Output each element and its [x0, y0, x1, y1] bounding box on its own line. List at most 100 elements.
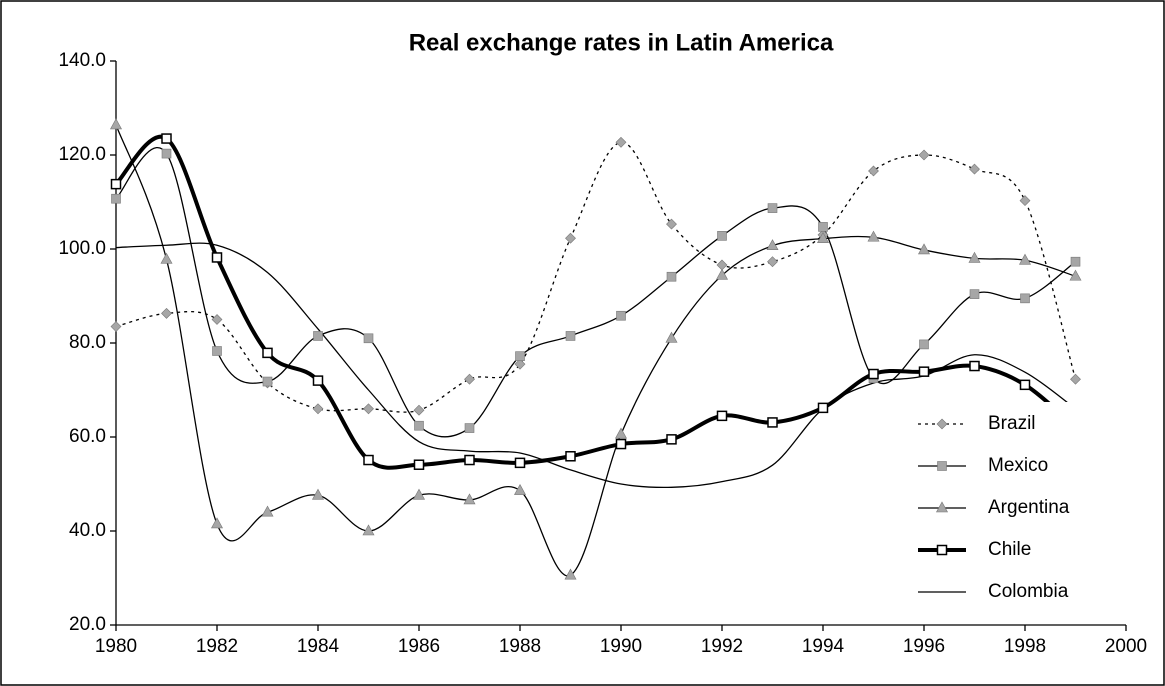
marker: [1070, 373, 1081, 385]
marker: [1070, 256, 1081, 267]
marker: [917, 243, 931, 255]
x-tick-label: 1996: [903, 636, 945, 657]
marker: [868, 165, 879, 177]
series-line: [115, 124, 1076, 577]
marker: [109, 118, 123, 130]
marker: [363, 403, 374, 415]
y-tick-label: 120.0: [58, 144, 106, 165]
marker: [413, 404, 425, 416]
marker: [464, 423, 475, 433]
marker: [412, 488, 426, 500]
marker: [464, 454, 475, 466]
marker: [666, 218, 677, 230]
marker: [210, 517, 224, 529]
marker: [363, 454, 374, 466]
marker: [565, 451, 576, 462]
marker: [665, 331, 678, 343]
marker: [816, 232, 830, 243]
x-tick-label: 1998: [1004, 636, 1046, 657]
marker: [312, 403, 324, 415]
marker: [615, 438, 627, 450]
marker: [514, 457, 526, 469]
marker: [666, 434, 677, 445]
marker: [868, 368, 879, 380]
x-tick-label: 1982: [196, 636, 238, 657]
marker: [936, 418, 948, 430]
marker: [935, 501, 949, 513]
legend-label: Colombia: [988, 581, 1069, 602]
marker: [514, 358, 526, 370]
marker: [715, 268, 729, 280]
marker: [615, 136, 627, 148]
legend: Brazil Mexico Argentina Chile Colombia: [906, 402, 1106, 620]
marker: [161, 148, 172, 159]
legend-label: Brazil: [988, 413, 1036, 434]
x-tick-label: 2000: [1105, 636, 1147, 657]
marker: [1019, 379, 1031, 391]
marker: [463, 493, 476, 505]
y-tick-label: 40.0: [69, 520, 106, 541]
marker: [110, 321, 122, 332]
marker: [867, 230, 880, 242]
marker: [212, 346, 222, 356]
marker: [110, 178, 122, 190]
y-tick-label: 20.0: [69, 614, 106, 635]
marker: [616, 310, 626, 321]
series-line: [115, 242, 1076, 489]
marker: [262, 347, 273, 359]
marker: [414, 420, 424, 431]
x-tick-label: 1990: [600, 636, 642, 657]
marker: [262, 376, 273, 387]
marker: [918, 149, 930, 161]
marker: [312, 375, 324, 386]
marker: [918, 366, 930, 377]
marker: [919, 339, 929, 350]
marker: [1018, 253, 1032, 265]
marker: [1019, 195, 1031, 207]
marker: [968, 251, 981, 263]
marker: [313, 331, 323, 341]
legend-label: Argentina: [988, 497, 1070, 518]
marker: [936, 544, 948, 556]
marker: [1069, 269, 1082, 281]
marker: [211, 314, 223, 325]
marker: [937, 461, 947, 471]
marker: [766, 239, 779, 251]
marker: [969, 360, 980, 372]
marker: [767, 203, 778, 213]
series-line: [115, 141, 1077, 413]
x-tick-label: 1984: [297, 636, 340, 657]
marker: [261, 505, 274, 517]
marker: [716, 410, 728, 422]
y-tick-label: 60.0: [69, 426, 106, 447]
x-tick-label: 1994: [802, 636, 845, 657]
marker: [413, 459, 425, 470]
x-tick-label: 1986: [398, 636, 440, 657]
marker: [565, 232, 576, 244]
x-tick-label: 1980: [95, 636, 137, 657]
marker: [513, 483, 527, 495]
marker: [565, 331, 576, 341]
marker: [464, 373, 475, 385]
marker: [969, 289, 980, 299]
marker: [1020, 293, 1030, 304]
marker: [564, 568, 577, 580]
marker: [817, 402, 829, 414]
y-tick-label: 100.0: [58, 238, 106, 259]
marker: [717, 231, 727, 241]
x-tick-label: 1988: [499, 636, 541, 657]
marker: [161, 307, 172, 319]
marker: [211, 252, 223, 263]
marker: [818, 222, 828, 232]
marker: [767, 256, 778, 268]
marker: [311, 488, 325, 500]
marker: [666, 271, 677, 282]
legend-label: Mexico: [988, 455, 1048, 476]
chart-title: Real exchange rates in Latin America: [409, 29, 834, 56]
legend-label: Chile: [988, 539, 1031, 560]
y-tick-label: 140.0: [58, 50, 106, 71]
marker: [160, 252, 173, 264]
marker: [363, 333, 374, 344]
marker: [515, 351, 525, 361]
